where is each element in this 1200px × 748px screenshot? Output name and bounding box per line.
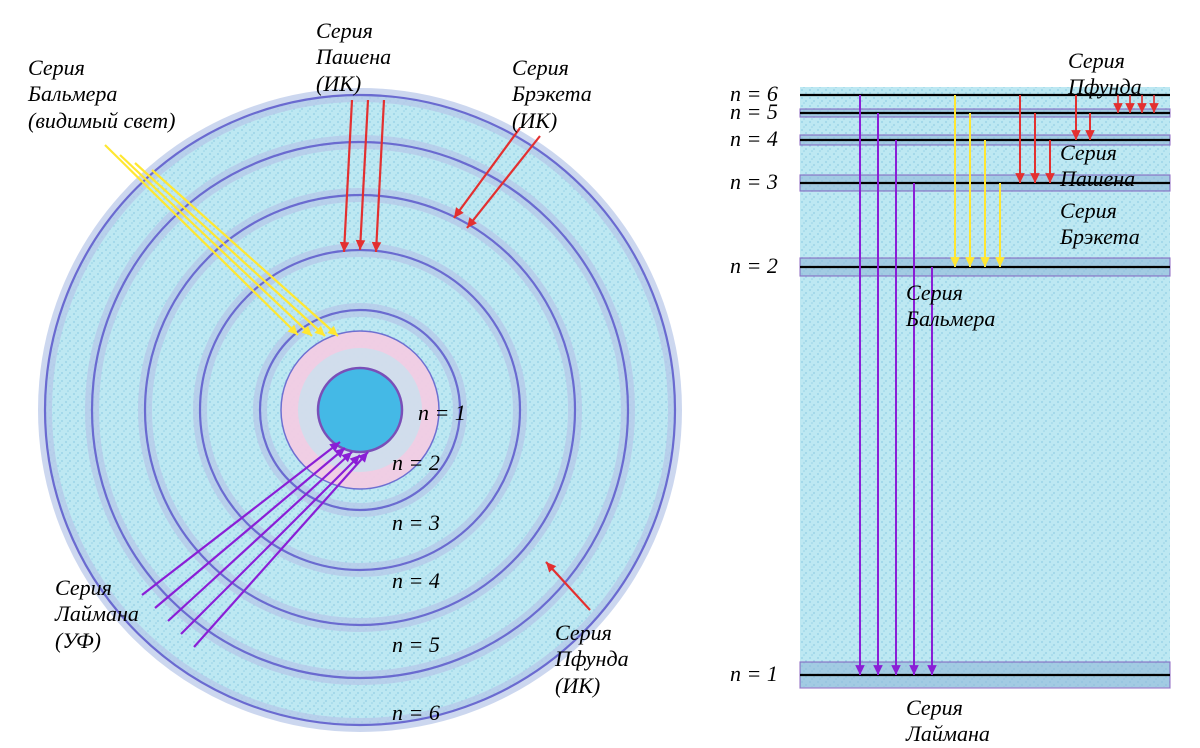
callout-balmer: Серия Бальмера (видимый свет) xyxy=(28,55,175,134)
callout-pfund: Серия Пфунда (ИК) xyxy=(555,620,629,699)
orbit-label: n = 2 xyxy=(392,450,440,475)
orbit-label: n = 1 xyxy=(418,400,466,425)
energy-callout-brackett: Серия Брэкета xyxy=(1060,198,1140,251)
energy-level-label: n = 3 xyxy=(730,169,778,194)
energy-level-label: n = 4 xyxy=(730,126,778,151)
orbit-label: n = 5 xyxy=(392,632,440,657)
energy-callout-pfund: Серия Пфунда xyxy=(1068,48,1142,101)
orbit-label: n = 3 xyxy=(392,510,440,535)
energy-callout-balmer: Серия Бальмера xyxy=(906,280,995,333)
energy-level-label: n = 1 xyxy=(730,661,778,686)
energy-callout-lyman: Серия Лаймана xyxy=(906,695,990,748)
callout-brackett: Серия Брэкета (ИК) xyxy=(512,55,592,134)
orbit-label: n = 4 xyxy=(392,568,440,593)
energy-level-label: n = 2 xyxy=(730,253,778,278)
diagram-root: n = 1n = 2n = 3n = 4n = 5n = 6n = 6n = 5… xyxy=(0,0,1200,741)
orbit-label: n = 6 xyxy=(392,700,440,725)
energy-callout-paschen: Серия Пашена xyxy=(1060,140,1135,193)
callout-paschen: Серия Пашена (ИК) xyxy=(316,18,391,97)
energy-level-label: n = 5 xyxy=(730,99,778,124)
callout-lyman: Серия Лаймана (УФ) xyxy=(55,575,139,654)
